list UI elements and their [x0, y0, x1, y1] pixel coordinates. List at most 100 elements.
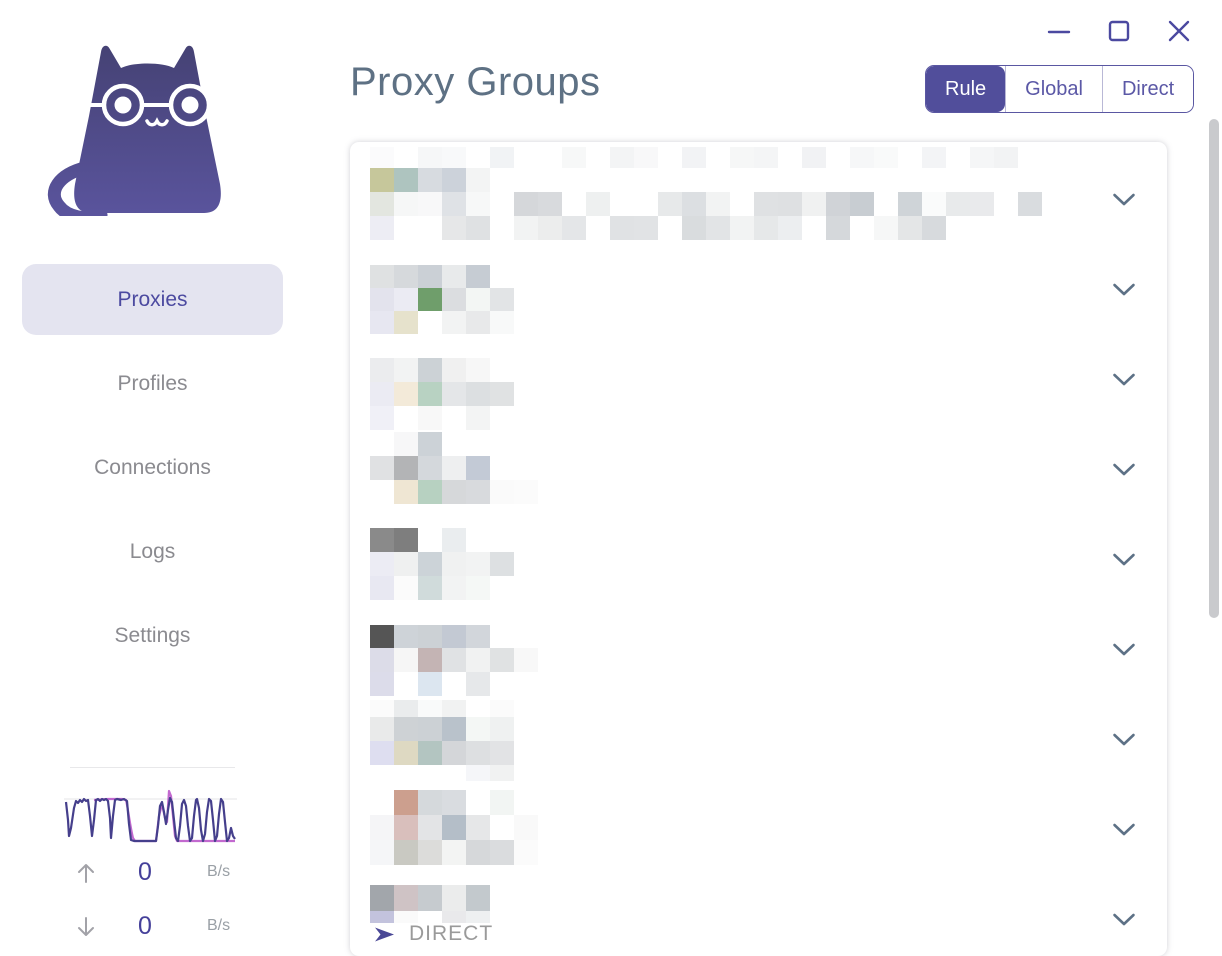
mosaic-cell	[394, 717, 418, 741]
redacted-group-name	[370, 311, 514, 334]
expand-chevron-icon[interactable]	[1108, 547, 1140, 573]
mosaic-cell	[466, 625, 490, 648]
mosaic-cell	[706, 192, 730, 216]
mosaic-cell	[394, 288, 418, 311]
redacted-group-name	[370, 192, 1042, 216]
proxy-group-row-6[interactable]	[350, 605, 1167, 696]
sidebar-item-connections[interactable]: Connections	[94, 456, 211, 479]
mode-tab-global[interactable]: Global	[1005, 66, 1102, 112]
upload-arrow-icon	[78, 864, 94, 883]
mosaic-cell	[418, 288, 442, 311]
mosaic-cell	[418, 648, 442, 672]
redacted-group-name	[370, 216, 994, 240]
mosaic-cell	[490, 216, 514, 240]
mosaic-cell	[586, 147, 610, 168]
mosaic-cell	[490, 552, 514, 576]
maximize-icon	[1108, 20, 1130, 42]
mosaic-cell	[466, 358, 490, 382]
proxy-group-row-5[interactable]	[350, 515, 1167, 605]
maximize-button[interactable]	[1104, 16, 1134, 46]
redacted-group-name	[370, 382, 514, 406]
mosaic-cell	[394, 265, 418, 288]
expand-chevron-icon[interactable]	[1108, 817, 1140, 843]
expand-chevron-icon[interactable]	[1108, 637, 1140, 663]
proxy-group-row-2[interactable]	[350, 245, 1167, 335]
redacted-group-name	[370, 288, 514, 311]
mosaic-cell	[418, 700, 442, 717]
mosaic-cell	[394, 311, 418, 334]
redacted-group-name	[370, 147, 1042, 168]
mosaic-cell	[442, 840, 466, 865]
mosaic-cell	[418, 528, 442, 552]
close-button[interactable]	[1164, 16, 1194, 46]
mosaic-cell	[442, 576, 466, 600]
mosaic-cell	[658, 147, 682, 168]
mosaic-cell	[418, 216, 442, 240]
expand-chevron-icon[interactable]	[1108, 907, 1140, 933]
mosaic-cell	[418, 480, 442, 504]
mosaic-cell	[418, 885, 442, 911]
expand-chevron-icon[interactable]	[1108, 367, 1140, 393]
mosaic-cell	[466, 168, 490, 192]
mosaic-cell	[370, 147, 394, 168]
mosaic-cell	[490, 480, 514, 504]
expand-chevron-icon[interactable]	[1108, 187, 1140, 213]
mosaic-cell	[442, 168, 466, 192]
mosaic-cell	[466, 406, 490, 430]
mosaic-cell	[514, 840, 538, 865]
mosaic-cell	[802, 192, 826, 216]
mode-tab-rule[interactable]: Rule	[926, 66, 1006, 112]
proxy-group-row-7[interactable]	[350, 695, 1167, 785]
proxy-groups-card: DIRECT	[350, 142, 1167, 956]
mosaic-cell	[442, 265, 466, 288]
mosaic-cell	[442, 552, 466, 576]
minimize-button[interactable]	[1044, 16, 1074, 46]
redacted-group-name	[370, 265, 490, 288]
mosaic-cell	[442, 815, 466, 840]
mosaic-cell	[394, 625, 418, 648]
mosaic-cell	[682, 147, 706, 168]
mosaic-cell	[466, 840, 490, 865]
mosaic-cell	[562, 192, 586, 216]
mosaic-cell	[802, 216, 826, 240]
expand-chevron-icon[interactable]	[1108, 457, 1140, 483]
proxy-group-row-1[interactable]	[350, 147, 1167, 245]
mosaic-cell	[394, 382, 418, 406]
sidebar-item-profiles[interactable]: Profiles	[117, 372, 188, 395]
mosaic-cell	[490, 815, 514, 840]
mosaic-cell	[922, 216, 946, 240]
redacted-group-name	[370, 576, 490, 600]
mosaic-cell	[418, 265, 442, 288]
mosaic-cell	[850, 216, 874, 240]
mosaic-cell	[538, 147, 562, 168]
mosaic-cell	[442, 480, 466, 504]
expand-chevron-icon[interactable]	[1108, 727, 1140, 753]
mosaic-cell	[682, 192, 706, 216]
mosaic-cell	[418, 741, 442, 765]
sidebar-item-proxies[interactable]: Proxies	[22, 264, 283, 335]
proxy-item-direct[interactable]: DIRECT	[374, 922, 493, 946]
mosaic-cell	[634, 192, 658, 216]
mosaic-cell	[418, 432, 442, 456]
mode-tab-direct[interactable]: Direct	[1101, 66, 1194, 112]
mosaic-cell	[586, 192, 610, 216]
mosaic-cell	[370, 552, 394, 576]
redacted-group-name	[370, 815, 538, 840]
mosaic-cell	[514, 648, 538, 672]
mosaic-cell	[922, 192, 946, 216]
sidebar-item-settings[interactable]: Settings	[114, 624, 191, 647]
mode-switch: Rule Global Direct	[925, 65, 1195, 113]
proxy-group-row-8[interactable]	[350, 785, 1167, 875]
mosaic-cell	[442, 790, 466, 815]
mosaic-cell	[1018, 192, 1042, 216]
sidebar-item-logs[interactable]: Logs	[129, 540, 176, 563]
scrollbar-thumb[interactable]	[1209, 119, 1219, 618]
mosaic-cell	[778, 192, 802, 216]
mosaic-cell	[466, 216, 490, 240]
proxy-group-row-9[interactable]	[350, 875, 1167, 956]
mosaic-cell	[466, 265, 490, 288]
proxy-group-row-4[interactable]	[350, 425, 1167, 515]
expand-chevron-icon[interactable]	[1108, 277, 1140, 303]
proxy-group-row-3[interactable]	[350, 335, 1167, 430]
